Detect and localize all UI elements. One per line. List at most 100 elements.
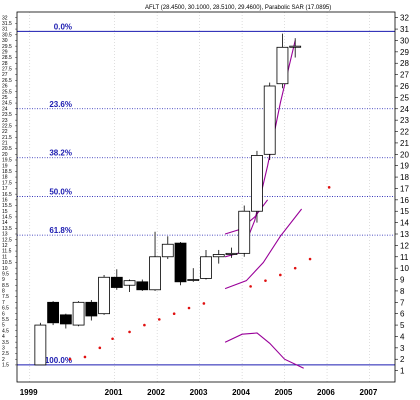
candle-body xyxy=(149,256,161,291)
fib-label-23.6%: 23.6% xyxy=(49,100,72,109)
left-tick-label-25: 25 xyxy=(2,95,8,101)
right-tick-label-24: 24 xyxy=(400,105,409,114)
sar-dot xyxy=(143,323,146,327)
sar-dot xyxy=(279,273,282,277)
candle-body xyxy=(276,46,289,85)
right-tick-label-9: 9 xyxy=(400,276,405,285)
right-tick-label-26: 26 xyxy=(400,82,409,91)
sar-dot xyxy=(264,279,267,282)
left-tick-label-23: 23 xyxy=(2,118,8,124)
candle-body xyxy=(238,210,251,254)
left-tick-label-17.5: 17.5 xyxy=(2,180,12,186)
right-tick-label-13: 13 xyxy=(400,230,409,239)
x-tick-label-2001: 2001 xyxy=(105,388,123,397)
sar-dot xyxy=(111,337,114,341)
left-tick-label-13: 13 xyxy=(2,232,8,238)
right-tick-label-21: 21 xyxy=(400,139,409,148)
left-tick-label-10: 10 xyxy=(2,266,8,272)
x-tick-label-1999: 1999 xyxy=(20,388,38,397)
left-tick-label-8: 8 xyxy=(2,289,5,295)
plot-frame xyxy=(16,11,396,383)
candle-body xyxy=(47,301,60,324)
left-tick-label-29.5: 29.5 xyxy=(2,44,12,50)
candle-body xyxy=(161,243,174,258)
left-tick-label-12: 12 xyxy=(2,243,8,249)
left-tick-label-19.5: 19.5 xyxy=(2,158,12,164)
candle-body xyxy=(72,301,85,326)
left-tick-label-4.5: 4.5 xyxy=(2,328,9,334)
fib-label-38.2%: 38.2% xyxy=(49,149,72,158)
left-tick-label-24: 24 xyxy=(2,106,8,112)
right-tick-label-29: 29 xyxy=(400,48,409,57)
left-tick-label-8.5: 8.5 xyxy=(2,283,9,289)
sar-dot xyxy=(83,355,87,359)
sar-dot xyxy=(172,312,176,315)
left-tick-label-14.5: 14.5 xyxy=(2,215,12,221)
right-tick-label-27: 27 xyxy=(400,71,409,80)
right-tick-label-17: 17 xyxy=(400,184,409,193)
left-tick-label-26: 26 xyxy=(2,84,8,90)
right-tick-label-4: 4 xyxy=(400,332,405,341)
left-tick-label-11.5: 11.5 xyxy=(2,249,12,255)
left-tick-label-22.5: 22.5 xyxy=(2,123,12,129)
right-tick-label-18: 18 xyxy=(400,173,409,182)
right-tick-label-10: 10 xyxy=(400,264,409,273)
ma-lower xyxy=(224,208,303,290)
candle-body xyxy=(289,45,302,48)
right-tick-label-14: 14 xyxy=(400,219,409,228)
left-tick-label-20: 20 xyxy=(2,152,8,158)
left-tick-label-11: 11 xyxy=(2,254,7,260)
right-tick-label-3: 3 xyxy=(400,344,405,353)
fib-label-100.0%: 100.0% xyxy=(45,356,72,365)
fibonacci-layer: 0.0% 23.6% 38.2% 50.0% 61.8% 100.0% xyxy=(17,22,395,366)
axes-layer: 1999 2001 2002 2003 2004 2005 2006 200712345678… xyxy=(2,11,409,397)
left-tick-label-24.5: 24.5 xyxy=(2,101,12,107)
left-tick-label-7.5: 7.5 xyxy=(2,294,9,300)
candle-body xyxy=(34,324,47,366)
left-tick-label-30.5: 30.5 xyxy=(2,32,12,38)
candle-body xyxy=(200,256,212,279)
left-tick-label-19: 19 xyxy=(2,163,8,169)
left-tick-label-27.5: 27.5 xyxy=(2,67,12,73)
sar-dot xyxy=(327,186,331,189)
candle-body xyxy=(263,85,276,155)
candle-body xyxy=(136,281,149,291)
left-tick-label-23.5: 23.5 xyxy=(2,112,12,118)
left-tick-label-4: 4 xyxy=(2,334,5,340)
right-tick-label-7: 7 xyxy=(400,298,405,307)
fib-label-61.8%: 61.8% xyxy=(49,226,72,235)
left-tick-label-3.5: 3.5 xyxy=(2,340,9,346)
sar-dot xyxy=(98,346,102,350)
candle-body xyxy=(251,155,263,212)
x-tick-label-2006: 2006 xyxy=(317,388,335,397)
ma-bottom xyxy=(224,332,304,369)
left-tick-label-22: 22 xyxy=(2,129,8,135)
fib-label-0.0%: 0.0% xyxy=(54,22,72,31)
left-tick-label-5: 5 xyxy=(2,323,5,329)
right-tick-label-11: 11 xyxy=(400,253,409,262)
right-tick-label-1: 1 xyxy=(400,367,405,376)
left-tick-label-5.5: 5.5 xyxy=(2,317,9,323)
right-tick-label-31: 31 xyxy=(400,25,409,34)
right-tick-label-5: 5 xyxy=(400,321,405,330)
x-tick-label-2002: 2002 xyxy=(147,388,165,397)
sar-dot xyxy=(249,285,252,288)
right-tick-label-2: 2 xyxy=(400,355,405,364)
left-tick-label-15.5: 15.5 xyxy=(2,203,12,209)
x-tick-label-2005: 2005 xyxy=(275,388,293,397)
right-tick-label-16: 16 xyxy=(400,196,409,205)
sar-dot xyxy=(187,306,191,310)
left-tick-label-3: 3 xyxy=(2,345,5,351)
left-tick-label-15: 15 xyxy=(2,209,8,215)
left-tick-label-27: 27 xyxy=(2,72,8,78)
left-tick-label-6: 6 xyxy=(2,311,5,317)
left-tick-label-28.5: 28.5 xyxy=(2,55,12,61)
chart-title: AFLT (28.4500, 30.1000, 28.5100, 29.4600… xyxy=(145,5,331,11)
left-tick-label-21.5: 21.5 xyxy=(2,135,12,141)
left-tick-label-16: 16 xyxy=(2,197,8,203)
sar-dot xyxy=(308,257,312,261)
sar-dot xyxy=(293,266,297,270)
right-tick-label-12: 12 xyxy=(400,241,409,250)
